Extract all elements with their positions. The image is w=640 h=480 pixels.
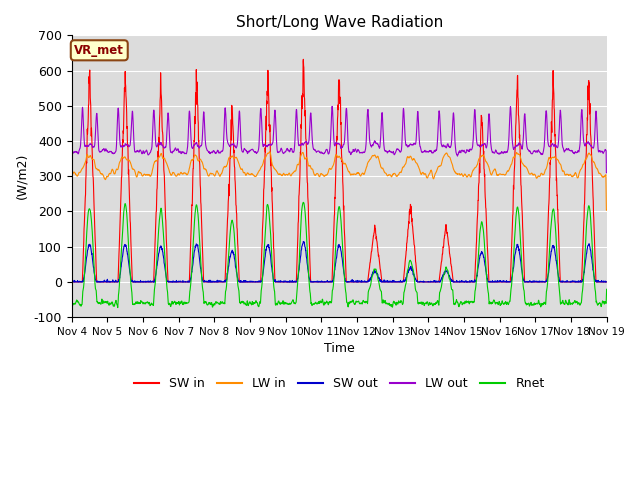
LW in	[217, 171, 225, 177]
SW out	[603, 279, 611, 285]
SW out	[495, 279, 502, 285]
Rnet	[556, 290, 564, 296]
LW out	[328, 104, 336, 109]
SW in	[300, 57, 307, 62]
LW out	[366, 141, 374, 147]
LW in	[603, 207, 611, 213]
LW out	[217, 149, 225, 155]
Rnet	[495, 299, 502, 305]
Line: LW out: LW out	[72, 107, 607, 173]
Rnet	[68, 300, 76, 306]
Rnet	[355, 299, 363, 304]
LW in	[556, 160, 563, 166]
LW in	[602, 207, 610, 213]
SW out	[355, 279, 362, 285]
X-axis label: Time: Time	[324, 342, 355, 356]
SW in	[571, 279, 579, 285]
SW out	[556, 278, 563, 284]
Rnet	[367, 283, 374, 288]
Line: LW in: LW in	[72, 152, 607, 210]
Rnet	[571, 298, 579, 304]
SW in	[68, 279, 76, 285]
SW out	[571, 279, 579, 285]
LW in	[68, 172, 76, 178]
Text: VR_met: VR_met	[74, 44, 124, 57]
Y-axis label: (W/m2): (W/m2)	[15, 153, 28, 199]
LW out	[571, 151, 579, 156]
SW out	[217, 279, 225, 285]
SW out	[300, 239, 307, 244]
Rnet	[603, 287, 611, 292]
Rnet	[300, 200, 307, 205]
Rnet	[217, 300, 225, 305]
Legend: SW in, LW in, SW out, LW out, Rnet: SW in, LW in, SW out, LW out, Rnet	[129, 372, 550, 396]
LW out	[355, 148, 362, 154]
SW in	[366, 260, 374, 265]
LW out	[68, 149, 76, 155]
LW in	[355, 170, 362, 176]
Title: Short/Long Wave Radiation: Short/Long Wave Radiation	[236, 15, 443, 30]
LW out	[556, 119, 563, 125]
LW in	[266, 149, 273, 155]
SW out	[366, 276, 374, 282]
LW in	[571, 172, 579, 178]
SW in	[355, 279, 362, 285]
SW in	[603, 279, 611, 285]
LW out	[495, 150, 502, 156]
Line: SW out: SW out	[72, 241, 607, 282]
LW out	[603, 170, 611, 176]
LW in	[366, 156, 374, 162]
Line: SW in: SW in	[72, 60, 607, 282]
Rnet	[114, 305, 122, 311]
SW in	[495, 279, 502, 285]
SW in	[556, 259, 563, 264]
LW in	[495, 172, 502, 178]
SW in	[217, 279, 225, 285]
LW out	[602, 170, 610, 176]
SW out	[68, 279, 76, 285]
Line: Rnet: Rnet	[72, 203, 607, 308]
